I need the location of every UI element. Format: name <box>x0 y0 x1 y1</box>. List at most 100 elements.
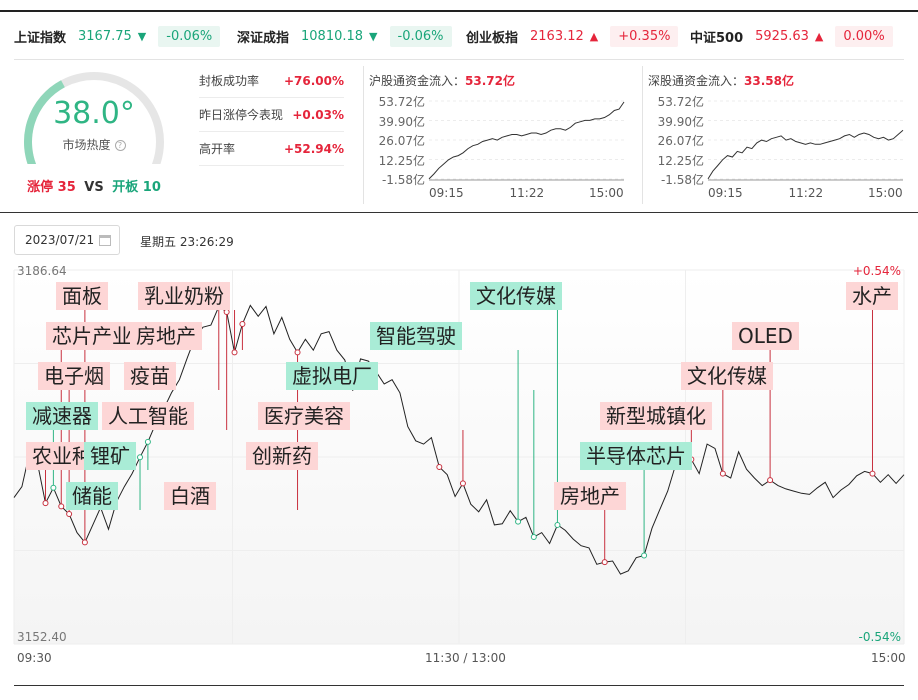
pct-min-label: -0.54% <box>858 630 901 644</box>
y-tick-label: -1.58亿 <box>381 173 425 187</box>
flow-title: 沪股通资金流入：53.72亿 <box>369 72 515 89</box>
stat-value: +76.00% <box>283 73 344 88</box>
sector-event-tag[interactable]: 医疗美容 <box>258 402 350 430</box>
flow-chart-svg <box>428 100 625 181</box>
stat-label: 高开率 <box>199 142 236 156</box>
index-ticker-zz500[interactable]: 中证500 5925.63 ▲ 0.00% <box>690 14 893 58</box>
sector-event-tag[interactable]: 储能 <box>66 482 118 510</box>
sector-event-tag[interactable]: 房地产 <box>554 482 626 510</box>
index-ticker-cyb[interactable]: 创业板指 2163.12 ▲ +0.35% <box>466 14 679 58</box>
index-change-badge: -0.06% <box>389 25 452 47</box>
sector-event-tag[interactable]: 创新药 <box>246 442 318 470</box>
stat-value: +0.03% <box>292 107 344 122</box>
x-tick-label: 09:15 <box>708 186 743 200</box>
event-marker[interactable] <box>436 464 443 471</box>
x-tick-label: 11:22 <box>509 186 545 200</box>
sector-event-tag[interactable]: 房地产 <box>130 322 202 350</box>
stat-row: 昨日涨停今表现 +0.03% <box>199 98 344 132</box>
sh-connect-flow-chart: 沪股通资金流入：53.72亿 53.72亿 39.90亿 26.07亿 12.25亿 -… <box>369 64 634 204</box>
date-value: 2023/07/21 <box>25 233 95 247</box>
down-arrow-icon: ▼ <box>369 29 378 43</box>
event-marker[interactable] <box>144 438 151 445</box>
index-value: 5925.63 <box>755 28 809 44</box>
event-marker[interactable] <box>641 552 648 559</box>
event-marker[interactable] <box>767 477 774 484</box>
event-marker[interactable] <box>42 500 49 507</box>
event-marker[interactable] <box>231 349 238 356</box>
flow-title-value: 33.58亿 <box>744 74 794 88</box>
sector-event-tag[interactable]: 人工智能 <box>102 402 194 430</box>
sector-event-tag[interactable]: 减速器 <box>26 402 98 430</box>
sector-event-tag[interactable]: 白酒 <box>164 482 216 510</box>
sz-connect-flow-chart: 深股通资金流入：33.58亿 53.72亿 39.90亿 26.07亿 12.25亿 -… <box>648 64 913 204</box>
gauge-arc <box>24 72 164 174</box>
sector-event-tag[interactable]: 锂矿 <box>84 442 136 470</box>
stat-label: 昨日涨停今表现 <box>199 108 284 122</box>
date-picker[interactable]: 2023/07/21 <box>14 225 120 255</box>
y-tick-label: 26.07亿 <box>657 134 704 148</box>
sector-event-tag[interactable]: 水产 <box>846 282 898 310</box>
y-tick-label: 39.90亿 <box>378 114 425 129</box>
heat-label-row: 市场热度? <box>14 136 174 153</box>
event-marker[interactable] <box>294 349 301 356</box>
event-marker[interactable] <box>601 559 608 566</box>
weekday-time: 星期五 23:26:29 <box>140 235 234 249</box>
event-marker[interactable] <box>530 533 537 540</box>
heat-label: 市场热度 <box>62 138 111 152</box>
open-board-label: 开板 <box>112 180 139 195</box>
sector-event-tag[interactable]: 文化传媒 <box>470 282 562 310</box>
vs-label: VS <box>84 180 104 195</box>
index-ticker-sz[interactable]: 深证成指 10810.18 ▼ -0.06% <box>237 14 452 58</box>
sector-event-tag[interactable]: 电子烟 <box>38 362 110 390</box>
event-marker[interactable] <box>869 470 876 477</box>
flow-chart-svg <box>707 100 904 181</box>
index-change-badge: +0.35% <box>610 25 679 47</box>
intraday-index-chart: 面板 乳业奶粉 芯片产业 房地产 电子烟 疫苗 减速器 人工智能 农业种 锂矿 储能 白酒 创新药 医疗美… <box>0 262 918 686</box>
sector-event-tag[interactable]: 疫苗 <box>124 362 176 390</box>
sector-event-tag[interactable]: 面板 <box>56 282 108 310</box>
x-tick-label: 15:00 <box>871 651 906 665</box>
sector-event-tag[interactable]: OLED <box>732 322 799 350</box>
divider <box>642 66 643 204</box>
event-marker[interactable] <box>66 511 73 518</box>
event-marker[interactable] <box>223 308 230 315</box>
event-marker[interactable] <box>459 480 466 487</box>
event-marker[interactable] <box>50 484 57 491</box>
calendar-icon <box>99 235 111 246</box>
sector-event-tag[interactable]: 半导体芯片 <box>580 442 692 470</box>
index-name: 中证500 <box>690 30 744 46</box>
index-name: 深证成指 <box>237 30 290 46</box>
limit-summary: 涨停 35 VS 开板 10 <box>14 176 174 195</box>
bottom-border <box>14 685 904 686</box>
stat-label: 封板成功率 <box>199 74 260 88</box>
sector-event-tag[interactable]: 乳业奶粉 <box>138 282 230 310</box>
sector-event-tag[interactable]: 新型城镇化 <box>600 402 712 430</box>
stat-row: 封板成功率 +76.00% <box>199 64 344 98</box>
x-tick-label: 11:30 / 13:00 <box>425 651 506 665</box>
top-border <box>0 10 918 12</box>
divider <box>363 66 364 204</box>
stat-row: 高开率 +52.94% <box>199 132 344 166</box>
event-marker[interactable] <box>239 320 246 327</box>
stat-value: +52.94% <box>283 141 344 156</box>
question-circle-icon[interactable]: ? <box>114 140 126 151</box>
x-tick-label: 09:15 <box>429 186 464 200</box>
y-tick-label: -1.58亿 <box>660 173 704 187</box>
index-ticker-sh[interactable]: 上证指数 3167.75 ▼ -0.06% <box>14 14 221 58</box>
event-marker[interactable] <box>137 454 144 461</box>
index-value: 2163.12 <box>530 28 584 44</box>
sector-event-tag[interactable]: 虚拟电厂 <box>286 362 378 390</box>
event-marker[interactable] <box>554 521 561 528</box>
flow-series-line <box>707 129 904 180</box>
event-marker[interactable] <box>515 518 522 525</box>
sector-event-tag[interactable]: 芯片产业 <box>46 322 138 350</box>
y-tick-label: 39.90亿 <box>657 114 704 129</box>
sector-event-tag[interactable]: 文化传媒 <box>681 362 773 390</box>
event-marker[interactable] <box>58 503 65 510</box>
x-tick-label: 11:22 <box>788 186 824 200</box>
event-marker[interactable] <box>81 539 88 546</box>
event-marker[interactable] <box>719 470 726 477</box>
x-tick-label: 15:00 <box>868 186 903 200</box>
index-name: 创业板指 <box>466 30 519 46</box>
sector-event-tag[interactable]: 智能驾驶 <box>370 322 462 350</box>
